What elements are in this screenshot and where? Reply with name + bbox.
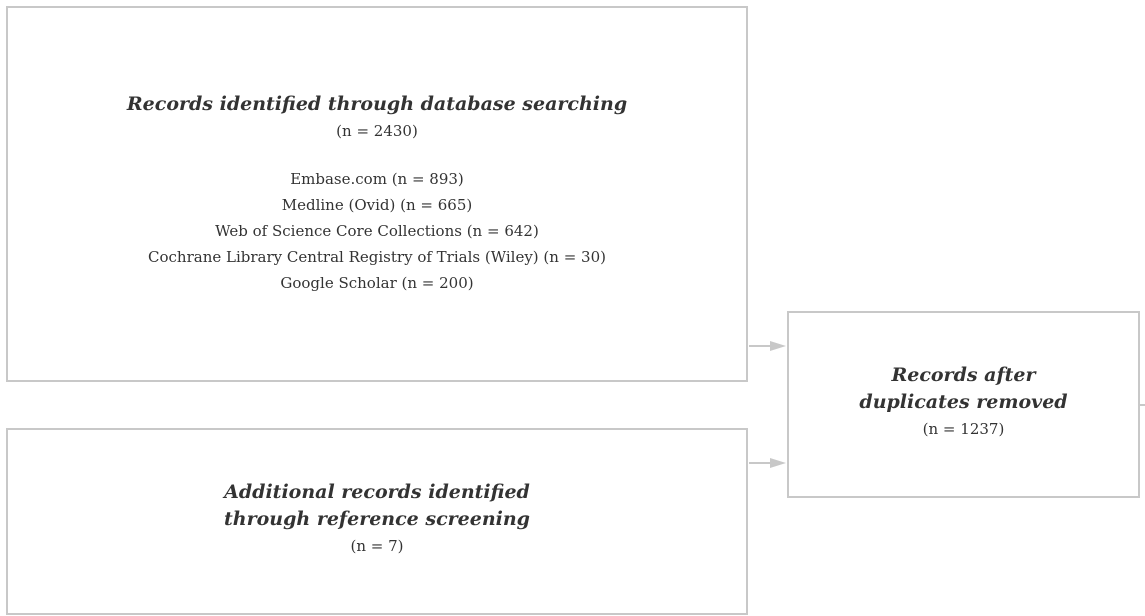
additional-records-count: (n = 7) [350, 536, 404, 555]
source-embase: Embase.com (n = 893) [290, 169, 464, 188]
database-search-count: (n = 2430) [336, 121, 418, 140]
after-duplicates-content: Records after duplicates removed (n = 12… [859, 362, 1067, 442]
source-google-scholar: Google Scholar (n = 200) [280, 273, 474, 292]
additional-records-content: Additional records identified through re… [224, 479, 530, 559]
after-duplicates-count: (n = 1237) [922, 419, 1005, 438]
after-duplicates-title-line2: duplicates removed [859, 390, 1068, 413]
database-search-content: Records identified through database sear… [127, 91, 627, 296]
database-source-list: Embase.com (n = 893) Medline (Ovid) (n =… [127, 166, 627, 296]
additional-records-title-line2: through reference screening [224, 507, 530, 530]
source-medline: Medline (Ovid) (n = 665) [281, 195, 473, 214]
additional-records-box: Additional records identified through re… [6, 428, 748, 615]
database-search-title: Records identified through database sear… [126, 92, 628, 115]
source-web-of-science: Web of Science Core Collections (n = 642… [215, 221, 539, 240]
additional-records-title-line1: Additional records identified [224, 480, 530, 503]
source-cochrane: Cochrane Library Central Registry of Tri… [148, 247, 606, 266]
arrow-database-to-duplicates [749, 341, 786, 351]
database-search-box: Records identified through database sear… [6, 6, 748, 382]
after-duplicates-box: Records after duplicates removed (n = 12… [787, 311, 1140, 498]
after-duplicates-title-line1: Records after [891, 363, 1036, 386]
arrow-additional-to-duplicates [749, 458, 786, 468]
